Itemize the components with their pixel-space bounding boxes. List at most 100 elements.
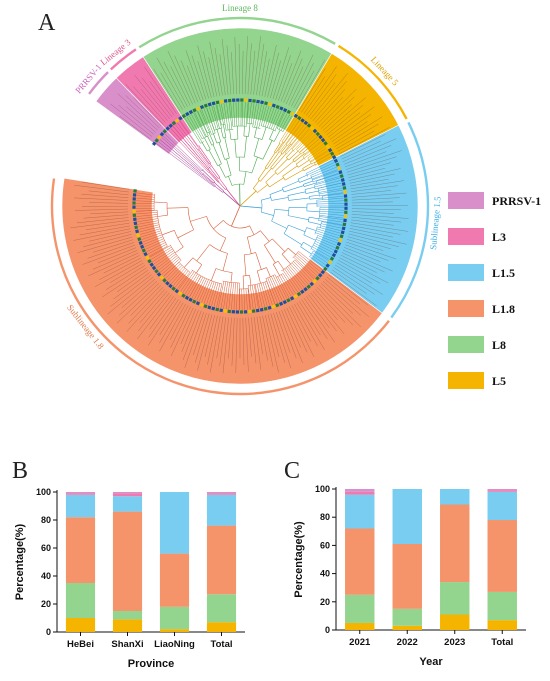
legend-label: L5 bbox=[492, 374, 506, 388]
leaf-label bbox=[330, 271, 377, 306]
tree-marker-ring bbox=[132, 98, 348, 314]
tree-branch bbox=[292, 153, 301, 161]
leaf-label bbox=[283, 58, 303, 103]
leaf-label bbox=[133, 97, 162, 127]
tree-branch bbox=[276, 112, 286, 129]
ring-marker bbox=[143, 251, 148, 257]
ring-marker bbox=[132, 201, 136, 205]
ring-marker bbox=[174, 288, 180, 294]
ring-marker bbox=[156, 272, 162, 277]
tree-branch bbox=[136, 216, 158, 220]
ring-marker bbox=[325, 144, 331, 149]
leaf-label bbox=[339, 257, 389, 284]
leaf-label bbox=[110, 103, 153, 137]
leaf-label bbox=[153, 68, 181, 112]
tree-branch bbox=[218, 281, 225, 308]
tree-branch bbox=[222, 190, 224, 193]
tree-branch bbox=[271, 197, 289, 201]
outer-arc-l1-8 bbox=[50, 178, 390, 396]
tree-branch bbox=[253, 155, 263, 160]
legend-swatch bbox=[448, 264, 484, 281]
tree-branch bbox=[209, 167, 219, 179]
tree-branch bbox=[251, 285, 257, 309]
leaf-label bbox=[216, 316, 224, 359]
ring-marker bbox=[154, 269, 159, 274]
tree-branch bbox=[253, 284, 259, 309]
leaf-label bbox=[345, 150, 402, 170]
ring-marker bbox=[337, 166, 342, 171]
tree-branch bbox=[156, 253, 177, 269]
tree-branch bbox=[191, 114, 205, 139]
ring-marker bbox=[231, 310, 236, 314]
leaf-label bbox=[296, 302, 325, 351]
tree-branch bbox=[278, 150, 281, 153]
leaf-label bbox=[170, 66, 191, 106]
x-tick-label: Total bbox=[491, 637, 513, 648]
leaf-label bbox=[344, 247, 381, 262]
tree-branch bbox=[278, 142, 281, 145]
y-tick-label: 100 bbox=[36, 487, 51, 497]
tree-branch bbox=[197, 148, 200, 151]
ring-marker bbox=[320, 269, 326, 275]
leaf-label bbox=[286, 66, 304, 105]
tree-branch bbox=[145, 240, 165, 250]
leaf-label bbox=[110, 274, 152, 307]
tree-branch bbox=[282, 165, 298, 177]
tree-branch bbox=[178, 270, 193, 290]
leaf-label bbox=[180, 308, 197, 344]
tree-branch bbox=[299, 136, 318, 153]
tree-branch bbox=[281, 267, 287, 272]
tree-branch bbox=[282, 115, 293, 132]
ring-marker bbox=[271, 304, 276, 309]
leaf-label bbox=[340, 134, 386, 157]
tree-branch bbox=[291, 125, 307, 145]
leaf-label bbox=[324, 278, 369, 317]
tree-branch bbox=[297, 174, 308, 180]
tree-branch bbox=[190, 216, 207, 222]
ring-marker bbox=[239, 310, 244, 314]
tree-branch bbox=[173, 126, 209, 169]
tree-branch bbox=[267, 277, 278, 304]
tree-branch bbox=[307, 157, 311, 163]
leaf-label bbox=[103, 255, 140, 274]
tree-branch bbox=[208, 149, 218, 166]
leaf-label bbox=[349, 228, 393, 238]
tree-branch bbox=[136, 192, 155, 196]
leaf-label bbox=[296, 59, 326, 110]
leaf-label bbox=[335, 264, 383, 295]
sector-l8 bbox=[142, 27, 333, 133]
tree-branch bbox=[315, 232, 339, 241]
tree-branch bbox=[208, 171, 210, 173]
tree-branch bbox=[245, 102, 249, 127]
ring-marker bbox=[207, 102, 212, 107]
tree-branch bbox=[293, 261, 313, 282]
ring-marker bbox=[188, 109, 194, 115]
tree-branch bbox=[194, 112, 207, 137]
tree-branch bbox=[224, 137, 230, 159]
tree-branch bbox=[243, 102, 246, 127]
tree-branch bbox=[213, 283, 221, 307]
leaf-label bbox=[272, 47, 289, 100]
ring-marker bbox=[259, 307, 264, 312]
bar-segment bbox=[440, 582, 470, 615]
leaf-label bbox=[248, 317, 252, 357]
ring-marker bbox=[327, 259, 333, 265]
x-tick-label: ShanXi bbox=[111, 639, 143, 650]
legend-swatch bbox=[448, 372, 484, 389]
tree-branch bbox=[312, 246, 331, 258]
ring-marker bbox=[134, 225, 139, 230]
tree-branch bbox=[265, 274, 275, 279]
tree-branch bbox=[247, 237, 252, 254]
tree-branch bbox=[317, 235, 338, 244]
tree-branch bbox=[295, 254, 320, 275]
tree-branch bbox=[247, 285, 251, 310]
leaf-label bbox=[247, 43, 252, 95]
leaf-label bbox=[116, 283, 160, 324]
tree-branch bbox=[241, 102, 244, 127]
tree-branch bbox=[300, 138, 320, 155]
bar-segment bbox=[112, 496, 143, 512]
ring-marker bbox=[341, 226, 346, 231]
tree-branch bbox=[269, 189, 284, 195]
ring-marker bbox=[195, 301, 201, 306]
